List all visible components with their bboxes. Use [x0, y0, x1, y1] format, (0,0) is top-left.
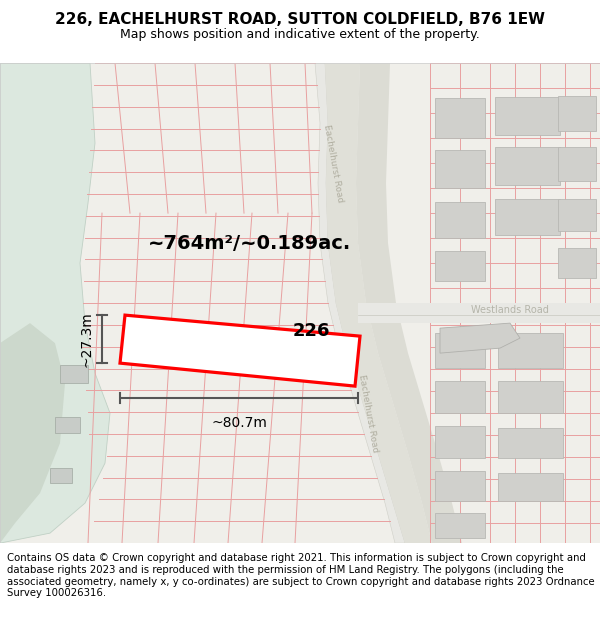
Bar — [495, 199, 560, 235]
Bar — [498, 381, 563, 413]
Polygon shape — [0, 323, 65, 543]
Bar — [358, 303, 600, 323]
Bar — [498, 333, 563, 368]
Bar — [435, 426, 485, 458]
Bar — [435, 98, 485, 138]
Bar — [435, 381, 485, 413]
Text: Contains OS data © Crown copyright and database right 2021. This information is : Contains OS data © Crown copyright and d… — [7, 554, 595, 598]
Text: 226: 226 — [293, 322, 330, 340]
Bar — [495, 147, 560, 185]
Bar — [55, 417, 80, 433]
Polygon shape — [356, 63, 462, 543]
Text: ~27.3m: ~27.3m — [80, 311, 94, 367]
Text: Eachelhurst Road: Eachelhurst Road — [356, 373, 379, 453]
Bar — [435, 202, 485, 238]
Bar — [435, 251, 485, 281]
Text: Westlands Road: Westlands Road — [471, 305, 549, 315]
Bar — [495, 97, 560, 135]
Bar — [558, 147, 596, 181]
Polygon shape — [120, 315, 360, 386]
Text: Eachelhurst Road: Eachelhurst Road — [322, 123, 344, 203]
Bar — [435, 150, 485, 188]
Polygon shape — [440, 323, 520, 353]
Bar — [435, 333, 485, 368]
Bar — [558, 199, 596, 231]
Bar — [60, 365, 88, 383]
Bar — [50, 468, 72, 483]
Text: 226, EACHELHURST ROAD, SUTTON COLDFIELD, B76 1EW: 226, EACHELHURST ROAD, SUTTON COLDFIELD,… — [55, 12, 545, 27]
Bar — [558, 248, 596, 278]
Polygon shape — [315, 63, 405, 543]
Polygon shape — [325, 63, 432, 543]
Text: ~764m²/~0.189ac.: ~764m²/~0.189ac. — [148, 234, 351, 253]
Bar — [435, 513, 485, 538]
Bar — [498, 473, 563, 501]
Text: ~80.7m: ~80.7m — [211, 416, 267, 430]
Text: Map shows position and indicative extent of the property.: Map shows position and indicative extent… — [120, 28, 480, 41]
Bar — [498, 428, 563, 458]
Polygon shape — [0, 63, 110, 543]
Bar — [558, 96, 596, 131]
Bar — [435, 471, 485, 501]
